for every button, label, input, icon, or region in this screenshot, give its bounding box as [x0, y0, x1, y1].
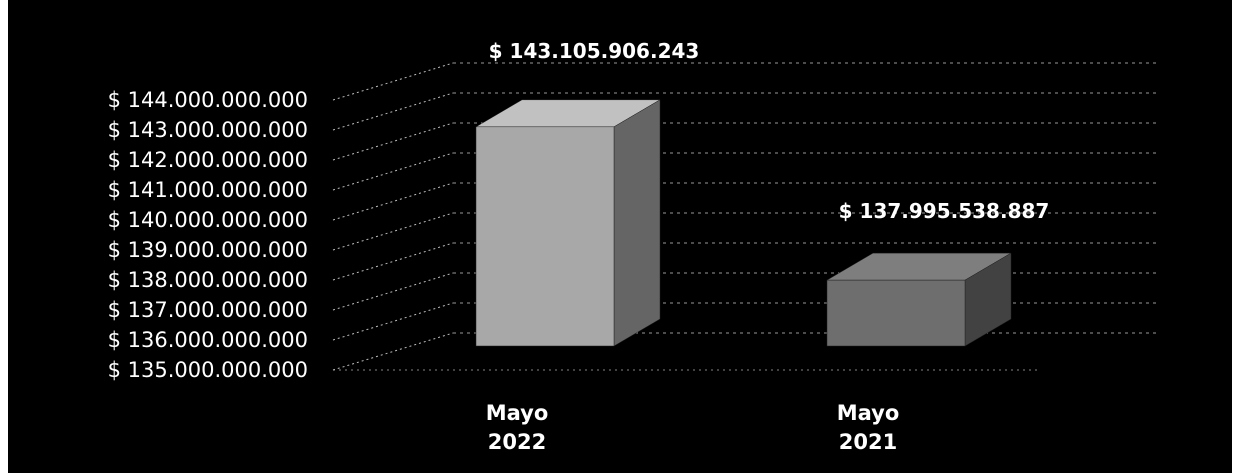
data-label: $ 143.105.906.243	[489, 39, 700, 63]
data-label: $ 137.995.538.887	[839, 199, 1050, 223]
bars	[475, 99, 1012, 347]
chart-panel: $ 135.000.000.000 $ 136.000.000.000 $ 137.…	[8, 0, 1232, 473]
y-tick-label: $ 140.000.000.000	[108, 208, 308, 232]
bar	[826, 252, 1012, 347]
y-tick-label: $ 138.000.000.000	[108, 268, 308, 292]
gridline-depth	[332, 92, 454, 131]
y-tick-label: $ 137.000.000.000	[108, 298, 308, 322]
y-tick-label: $ 142.000.000.000	[108, 148, 308, 172]
bar-side	[613, 99, 661, 347]
y-tick-label: $ 136.000.000.000	[108, 328, 308, 352]
y-tick-label: $ 141.000.000.000	[108, 178, 308, 202]
y-tick-label: $ 143.000.000.000	[108, 118, 308, 142]
gridline-depth	[332, 152, 454, 191]
gridline-depth	[332, 62, 454, 101]
gridline-depth	[332, 182, 454, 221]
gridline-depth	[332, 122, 454, 161]
y-tick-label: $ 139.000.000.000	[108, 238, 308, 262]
x-tick-label: Mayo 2021	[837, 401, 900, 454]
bar-front	[826, 279, 966, 347]
x-tick-label: Mayo 2022	[486, 401, 549, 454]
bar	[475, 99, 661, 347]
gridlines	[332, 62, 1158, 371]
gridline-depth	[332, 302, 454, 341]
gridline-depth	[332, 242, 454, 281]
bar-front	[475, 126, 615, 347]
gridline-depth	[332, 332, 454, 371]
gridline-depth	[332, 212, 454, 251]
y-tick-label: $ 144.000.000.000	[108, 88, 308, 112]
data-labels: $ 143.105.906.243 $ 137.995.538.887	[489, 39, 1050, 223]
y-axis-ticks: $ 135.000.000.000 $ 136.000.000.000 $ 137.…	[108, 88, 308, 382]
x-axis-labels: Mayo 2022 Mayo 2021	[486, 401, 900, 454]
y-tick-label: $ 135.000.000.000	[108, 358, 308, 382]
bar-chart: $ 135.000.000.000 $ 136.000.000.000 $ 137.…	[108, 39, 1158, 454]
gridline-depth	[332, 272, 454, 311]
